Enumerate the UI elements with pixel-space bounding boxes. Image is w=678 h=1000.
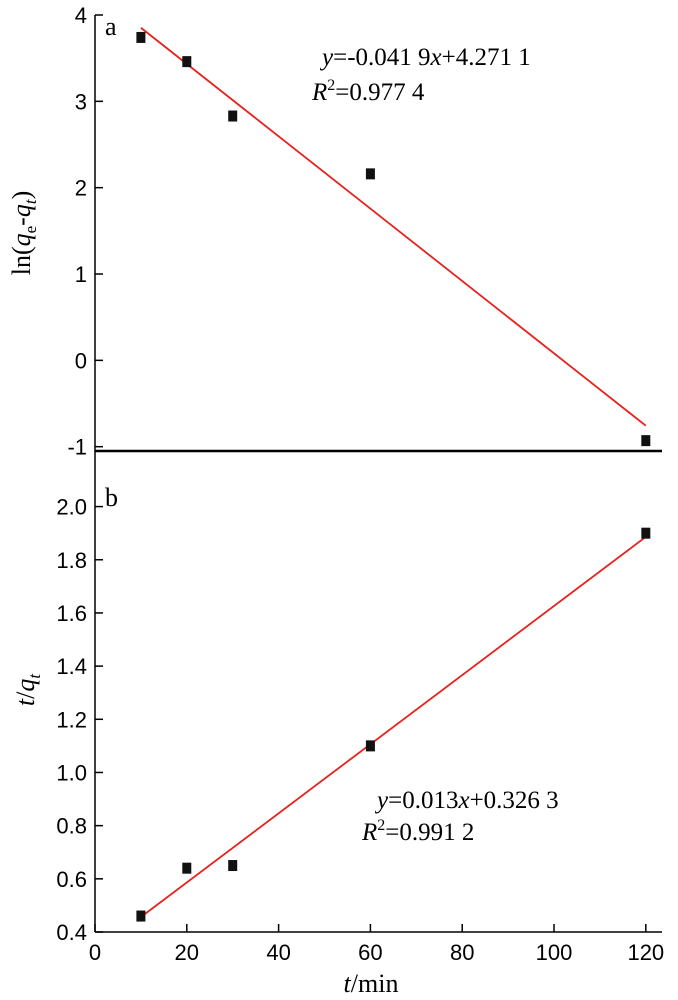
panel-b-data-point	[365, 740, 375, 752]
panel-b-y-tick-label: 1.4	[56, 654, 87, 679]
panel-b-y-tick-label: 1.8	[56, 548, 87, 573]
panel-a-y-tick-label: 2	[75, 176, 87, 201]
panel-b-label: b	[105, 483, 118, 512]
panel-b-y-tick-label: 0.4	[56, 920, 87, 945]
panel-a-r-squared: R2=0.977 4	[311, 77, 425, 106]
panel-b-x-tick-label: 120	[627, 940, 664, 965]
panel-b-fit-line-group	[140, 536, 647, 918]
panel-a-data-point	[365, 168, 375, 180]
panel-b-x-tick-label: 80	[450, 940, 474, 965]
panel-b-x-axis-title: t/min	[344, 969, 399, 998]
panel-b-x-tick-label: 20	[175, 940, 199, 965]
panel-a-label: a	[105, 12, 117, 41]
panel-b-y-tick-label: 1.6	[56, 601, 87, 626]
panel-a-equation: y=-0.041 9x+4.271 1	[319, 44, 531, 71]
panel-a-data-point	[182, 56, 192, 68]
panel-a-y-tick-label: 0	[75, 348, 87, 373]
panel-a-data-point	[136, 31, 146, 43]
panel-a-y-tick-label: 1	[75, 262, 87, 287]
panel-b-data-point	[182, 862, 192, 874]
panel-b-y-tick-label: 1.2	[56, 707, 87, 732]
panel-b-x-tick-label: 0	[89, 940, 101, 965]
panel-b-data-point	[641, 527, 651, 539]
panel-b-y-tick-label: 2.0	[56, 495, 87, 520]
panel-a-fit-line	[140, 27, 647, 427]
panel-b-x-tick-label: 100	[536, 940, 573, 965]
panel-b-y-ticks: 0.4 0.6 0.8 1.0 1.2 1.4 1.6 1.8 2.0	[56, 495, 103, 945]
panel-a-y-axis-title: ln(qe-qt)	[7, 191, 40, 276]
panel-b-data-point	[136, 910, 146, 922]
panel-b-y-tick-label: 0.8	[56, 814, 87, 839]
panel-b-x-tick-label: 60	[358, 940, 382, 965]
panel-a-points	[136, 31, 651, 447]
panel-a-y-tick-label: -1	[67, 435, 87, 460]
panel-a-fit-line-group	[140, 27, 647, 427]
panel-b-y-tick-label: 1.0	[56, 760, 87, 785]
panel-b-y-axis-title: t/qt	[11, 673, 44, 706]
panel-b-equation: y=0.013x+0.326 3	[374, 787, 559, 814]
panel-a-y-ticks: -1 0 1 2 3 4	[67, 3, 103, 460]
panel-b-y-tick-label: 0.6	[56, 867, 87, 892]
panel-a-data-point	[641, 435, 651, 447]
panel-b-x-ticks: 0 20 40 60 80 100 120	[89, 924, 664, 965]
panel-a-data-point	[228, 110, 238, 122]
panel-b-x-tick-label: 40	[266, 940, 290, 965]
panel-a-y-tick-label: 4	[75, 3, 87, 28]
panel-b-data-point	[228, 860, 238, 872]
panel-b-fit-line	[140, 536, 647, 918]
panel-b-points	[136, 527, 651, 922]
panel-a-y-tick-label: 3	[75, 89, 87, 114]
panel-b-r-squared: R2=0.991 2	[361, 817, 474, 846]
panel-b: 0.4 0.6 0.8 1.0 1.2 1.4 1.6 1.8 2.0 0 20 40 60 80 100…	[11, 451, 664, 998]
